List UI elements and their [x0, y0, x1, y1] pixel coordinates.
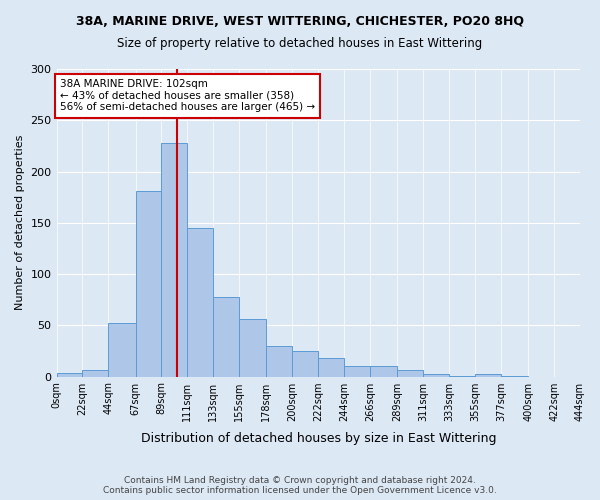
Bar: [161, 143, 187, 376]
Bar: [109, 323, 136, 376]
Bar: [423, 374, 449, 376]
Text: Size of property relative to detached houses in East Wittering: Size of property relative to detached ho…: [118, 38, 482, 51]
Bar: [56, 374, 82, 376]
Bar: [239, 319, 266, 376]
Bar: [266, 346, 292, 376]
Bar: [318, 358, 344, 376]
Bar: [370, 366, 397, 376]
Bar: [214, 296, 239, 376]
Bar: [292, 351, 318, 376]
Bar: [344, 366, 370, 376]
Y-axis label: Number of detached properties: Number of detached properties: [15, 135, 25, 310]
Bar: [187, 228, 214, 376]
Text: 38A MARINE DRIVE: 102sqm
← 43% of detached houses are smaller (358)
56% of semi-: 38A MARINE DRIVE: 102sqm ← 43% of detach…: [60, 80, 315, 112]
Bar: [475, 374, 501, 376]
X-axis label: Distribution of detached houses by size in East Wittering: Distribution of detached houses by size …: [140, 432, 496, 445]
Bar: [136, 191, 161, 376]
Bar: [82, 370, 109, 376]
Text: Contains HM Land Registry data © Crown copyright and database right 2024.
Contai: Contains HM Land Registry data © Crown c…: [103, 476, 497, 495]
Text: 38A, MARINE DRIVE, WEST WITTERING, CHICHESTER, PO20 8HQ: 38A, MARINE DRIVE, WEST WITTERING, CHICH…: [76, 15, 524, 28]
Bar: [397, 370, 423, 376]
